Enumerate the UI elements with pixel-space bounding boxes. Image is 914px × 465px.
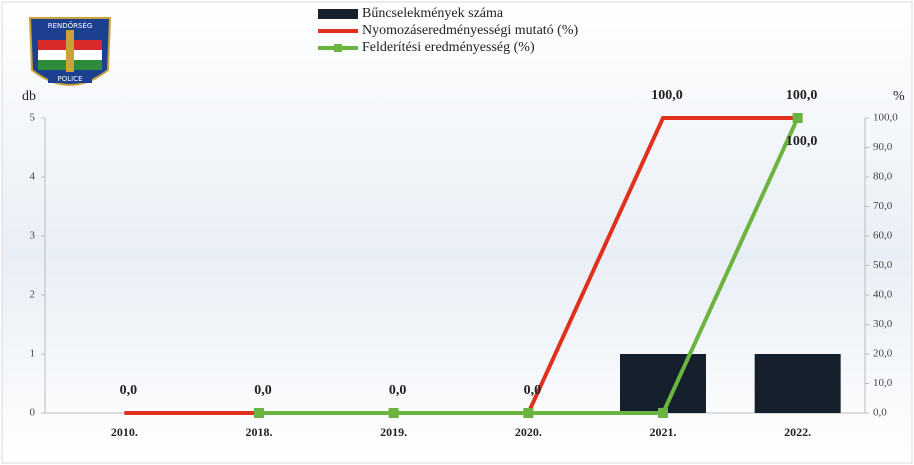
legend-label: Nyomozáseredményességi mutató (%) bbox=[362, 23, 578, 38]
bar bbox=[620, 354, 706, 413]
marker bbox=[254, 408, 264, 418]
marker bbox=[523, 408, 534, 418]
y2-tick-label: 70,0 bbox=[873, 200, 893, 212]
logo: RENDŐRSÉG POLICE bbox=[28, 17, 112, 86]
data-label: 100,0 bbox=[786, 88, 818, 103]
x-tick-label: 2010. bbox=[111, 425, 138, 439]
y2-tick-label: 20,0 bbox=[873, 348, 893, 360]
marker bbox=[388, 408, 399, 418]
x-tick-label: 2022. bbox=[784, 425, 811, 439]
y-tick-label: 1 bbox=[30, 348, 36, 360]
data-label: 0,0 bbox=[254, 383, 272, 398]
y2-tick-label: 50,0 bbox=[873, 259, 893, 271]
y2-tick-label: 40,0 bbox=[873, 289, 893, 301]
y-tick-label: 2 bbox=[30, 289, 36, 301]
bar bbox=[754, 354, 841, 413]
marker bbox=[658, 408, 668, 418]
y-tick-label: 3 bbox=[30, 230, 36, 242]
y2-tick-label: 30,0 bbox=[873, 318, 893, 330]
legend-swatch bbox=[318, 9, 358, 19]
legend-label: Bűncselekmények száma bbox=[362, 6, 504, 21]
x-tick-label: 2018. bbox=[246, 425, 273, 439]
y-axis-label: db bbox=[22, 89, 36, 104]
y2-tick-label: 0,0 bbox=[873, 407, 887, 419]
data-label: 0,0 bbox=[524, 383, 542, 398]
data-label: 100,0 bbox=[786, 134, 818, 149]
y2-tick-label: 90,0 bbox=[873, 141, 893, 153]
marker bbox=[792, 113, 803, 123]
y2-tick-label: 80,0 bbox=[873, 171, 893, 183]
legend-marker bbox=[334, 44, 342, 52]
x-tick-label: 2020. bbox=[515, 425, 542, 439]
data-label: 100,0 bbox=[651, 88, 683, 103]
y-tick-label: 5 bbox=[30, 112, 36, 124]
x-tick-label: 2019. bbox=[380, 425, 407, 439]
logo-bottom: POLICE bbox=[57, 75, 82, 83]
logo-top: RENDŐRSÉG bbox=[48, 21, 93, 30]
data-label: 0,0 bbox=[120, 383, 138, 398]
y-tick-label: 4 bbox=[30, 171, 36, 183]
y2-tick-label: 100,0 bbox=[873, 112, 898, 124]
x-tick-label: 2021. bbox=[650, 425, 677, 439]
y2-tick-label: 60,0 bbox=[873, 230, 893, 242]
data-label: 0,0 bbox=[389, 383, 407, 398]
y2-axis-label: % bbox=[893, 89, 905, 104]
y-tick-label: 0 bbox=[30, 407, 36, 419]
y2-tick-label: 10,0 bbox=[873, 377, 893, 389]
legend-label: Felderítési eredményesség (%) bbox=[362, 40, 535, 55]
